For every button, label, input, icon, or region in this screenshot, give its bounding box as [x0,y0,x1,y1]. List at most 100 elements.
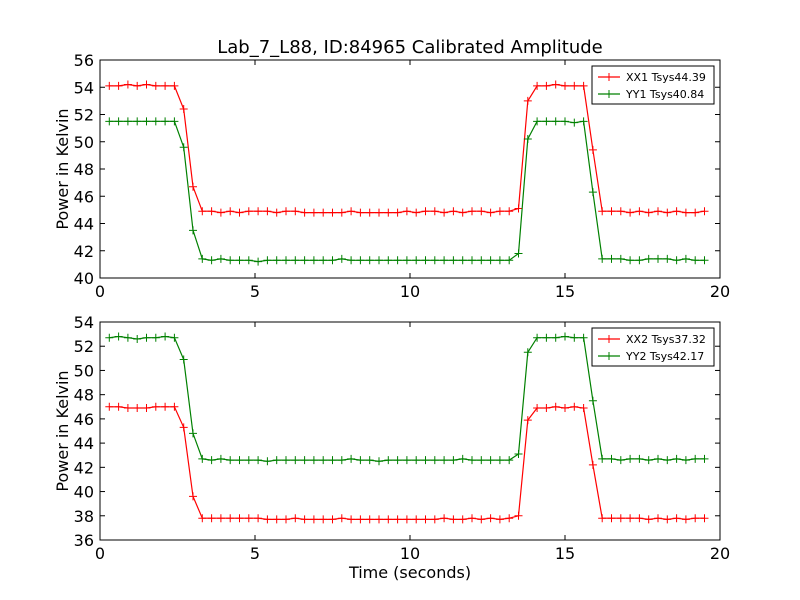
data-point-marker [347,454,356,463]
data-point-marker [365,515,374,524]
legend-entry-label: YY1 Tsys40.84 [625,88,704,101]
data-point-marker [523,135,532,144]
data-point-marker [533,333,542,342]
data-point-marker [235,456,244,465]
data-point-marker [375,515,383,524]
data-point-marker [263,515,272,524]
x-tick-label: 20 [710,544,730,563]
data-point-marker [505,256,514,265]
data-point-marker [412,515,421,524]
data-point-marker [179,423,188,432]
x-tick-label: 10 [400,282,420,301]
data-point-marker [561,332,569,341]
x-tick-label: 0 [95,544,105,563]
data-point-marker [505,514,514,523]
y-tick-label: 52 [74,106,94,125]
data-point-marker [495,515,504,524]
data-point-marker [347,256,356,265]
data-point-marker [384,456,393,465]
data-point-marker [254,514,263,523]
data-point-marker [514,249,523,258]
data-point-marker [189,182,197,191]
y-axis-label: Power in Kelvin [53,370,72,491]
y-tick-label: 40 [74,483,94,502]
data-point-marker [282,256,290,265]
data-point-marker [430,456,439,465]
data-point-marker [170,402,179,411]
data-point-marker [681,456,690,465]
data-point-marker [170,117,179,126]
legend-box [591,65,715,105]
data-point-marker [477,456,486,465]
data-point-marker [123,333,132,342]
data-point-marker [598,454,607,463]
data-point-marker [533,117,542,126]
data-point-marker [319,515,328,524]
data-point-marker [189,492,197,501]
data-point-marker [533,403,542,412]
data-point-marker [468,456,476,465]
data-point-marker [272,515,281,524]
data-point-marker [105,81,114,90]
data-point-marker [235,256,244,265]
data-point-marker [272,456,281,465]
x-tick-label: 10 [400,544,420,563]
data-point-marker [505,207,514,216]
data-point-marker [421,515,430,524]
data-point-marker [300,256,309,265]
data-point-marker [412,456,421,465]
data-point-marker [244,514,253,523]
data-point-marker [458,454,467,463]
data-point-marker [551,333,560,342]
data-point-marker [412,256,421,265]
data-point-marker [570,118,579,127]
data-point-marker [282,515,290,524]
data-point-marker [514,204,523,213]
data-point-marker [226,207,235,216]
data-point-marker [616,254,625,263]
data-point-marker [449,456,458,465]
data-point-marker [616,456,625,465]
data-point-marker [449,256,458,265]
legend-swatch-marker [605,90,613,98]
data-point-marker [440,514,449,523]
data-point-marker [337,514,346,523]
data-point-marker [254,257,263,266]
data-point-marker [654,454,662,463]
x-tick-label: 20 [710,282,730,301]
data-point-marker [663,208,672,217]
data-point-marker [179,355,188,364]
data-point-marker [133,403,142,412]
data-point-marker [337,208,346,217]
data-point-marker [142,403,151,412]
y-tick-label: 50 [74,361,94,380]
x-tick-label: 15 [555,544,575,563]
data-point-marker [170,81,179,90]
data-point-marker [161,332,170,341]
data-point-marker [337,456,346,465]
x-tick-label: 5 [250,544,260,563]
data-point-marker [198,514,207,523]
data-point-marker [616,207,625,216]
data-point-marker [654,514,662,523]
x-tick-label: 5 [250,282,260,301]
data-point-marker [207,256,216,265]
data-point-marker [114,332,123,341]
data-point-marker [272,208,281,217]
data-point-marker [626,208,635,217]
data-point-marker [384,208,393,217]
data-point-marker [486,208,495,217]
y-axis-label: Power in Kelvin [53,108,72,229]
data-point-marker [123,117,132,126]
data-point-marker [123,403,132,412]
data-point-marker [151,81,160,90]
data-point-marker [514,511,523,520]
data-point-marker [142,333,151,342]
data-point-marker [421,207,430,216]
data-point-marker [263,256,272,265]
data-point-marker [319,456,328,465]
data-point-marker [216,254,225,263]
data-point-marker [468,256,476,265]
legend-swatch-marker [605,335,613,343]
legend-entry-label: XX2 Tsys37.32 [626,333,706,346]
